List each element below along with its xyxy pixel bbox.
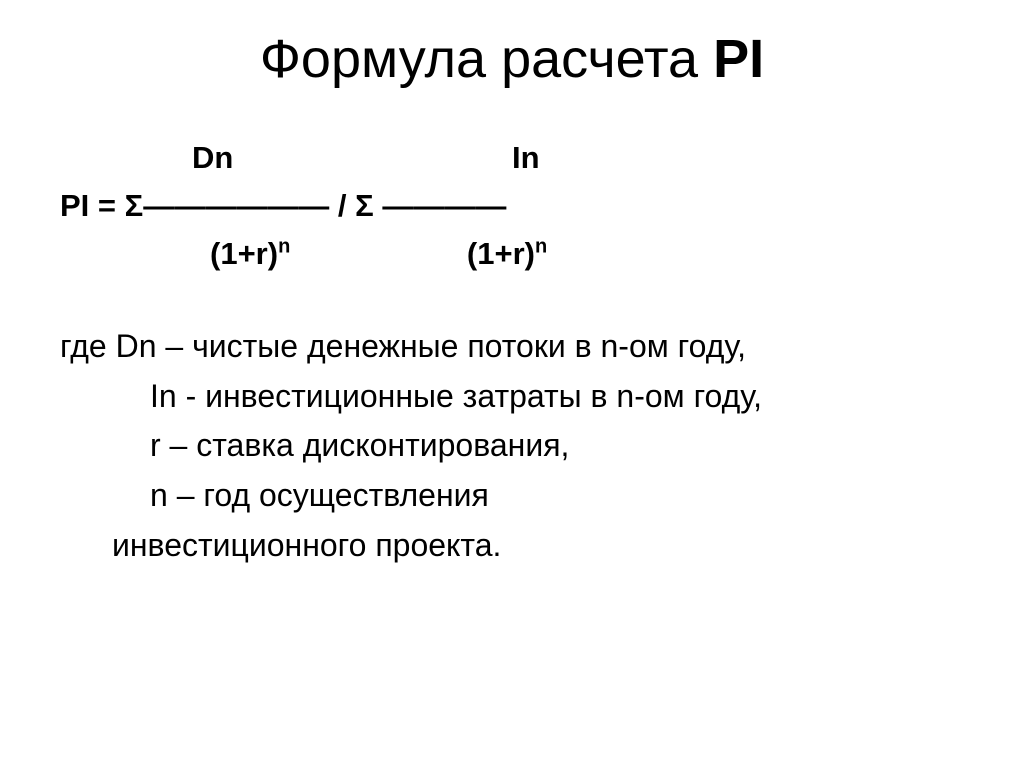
formula-block: Dn In PI = Σ―――――― / Σ ―――― (1+r)n (1+r)… <box>60 134 964 278</box>
numerator-in: In <box>512 140 540 175</box>
equals-sign: = <box>89 188 124 223</box>
fraction-bar-2: ―――― <box>382 188 506 223</box>
formula-main-line: PI = Σ―――――― / Σ ―――― <box>60 182 964 230</box>
den1-base: (1+r) <box>210 236 278 271</box>
where-label: где <box>60 328 116 364</box>
numerator-dn: Dn <box>192 134 233 182</box>
slide: Формула расчета PI Dn In PI = Σ―――――― / … <box>0 0 1024 767</box>
definitions: где Dn – чистые денежные потоки в n-ом г… <box>60 322 964 570</box>
title-prefix: Формула расчета <box>260 29 713 89</box>
denominator-2: (1+r)n <box>467 236 547 271</box>
title-bold: PI <box>713 29 764 89</box>
den2-base: (1+r) <box>467 236 535 271</box>
formula-numerators: Dn In <box>192 134 964 182</box>
divider-slash: / <box>329 188 355 223</box>
formula-denominators: (1+r)n (1+r)n <box>210 230 964 278</box>
slide-body: Dn In PI = Σ―――――― / Σ ―――― (1+r)n (1+r)… <box>60 134 964 570</box>
def-r: r – ставка дисконтирования, <box>150 421 964 471</box>
formula-lhs: PI <box>60 188 89 223</box>
fraction-bar-1: ―――――― <box>143 188 329 223</box>
def-n-1: n – год осуществления <box>150 471 964 521</box>
sigma-2: Σ <box>355 188 374 223</box>
den1-exp: n <box>278 236 290 258</box>
def-in: In - инвестиционные затраты в n-ом году, <box>150 372 964 422</box>
def-n-2: инвестиционного проекта. <box>112 521 964 571</box>
def-dn-text: Dn – чистые денежные потоки в n-ом году, <box>116 328 746 364</box>
den2-exp: n <box>535 236 547 258</box>
def-dn: где Dn – чистые денежные потоки в n-ом г… <box>60 322 964 372</box>
denominator-1: (1+r)n <box>210 230 290 278</box>
sigma-1: Σ <box>125 188 144 223</box>
slide-title: Формула расчета PI <box>60 28 964 90</box>
